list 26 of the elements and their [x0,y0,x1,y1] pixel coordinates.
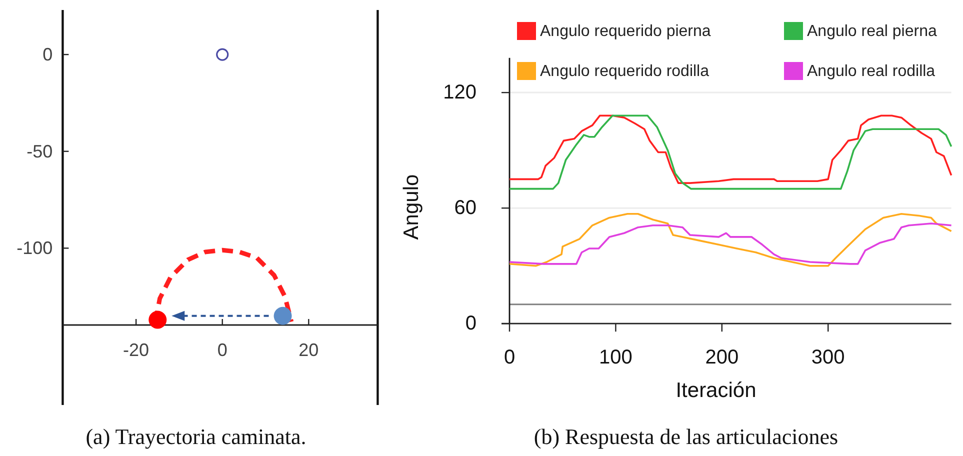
y-tick-label: -50 [26,141,53,162]
x-tick-label: 200 [705,346,739,369]
legend-label: Angulo real pierna [807,22,937,40]
text: (b) Respuesta de las articulaciones [534,424,838,449]
point [216,48,229,61]
line-series [508,222,952,265]
x-tick-label: 300 [811,346,845,369]
point [148,310,167,329]
x-tick-label: 100 [599,346,632,369]
y-tick-label: 0 [42,44,53,65]
text: (a) Trayectoria caminata. [86,424,306,449]
x-tick-label: 20 [298,340,319,360]
legend-label: Angulo requerido rodilla [540,62,710,80]
y-axis-title: Angulo [400,174,422,240]
y-tick-label: 120 [443,82,476,104]
y-tick-label: 60 [454,197,476,220]
y-tick-label: 0 [465,312,476,335]
legend-label: Angulo requerido pierna [540,22,711,40]
legend-label: Angulo real rodilla [807,62,936,80]
x-tick-label: 0 [504,346,516,369]
x-tick-label: 0 [217,340,228,360]
y-tick-label: -100 [16,238,53,258]
point [274,306,292,325]
line-series [508,212,952,267]
x-axis-title: Iteración [676,378,756,402]
x-tick-label: -20 [123,340,150,360]
